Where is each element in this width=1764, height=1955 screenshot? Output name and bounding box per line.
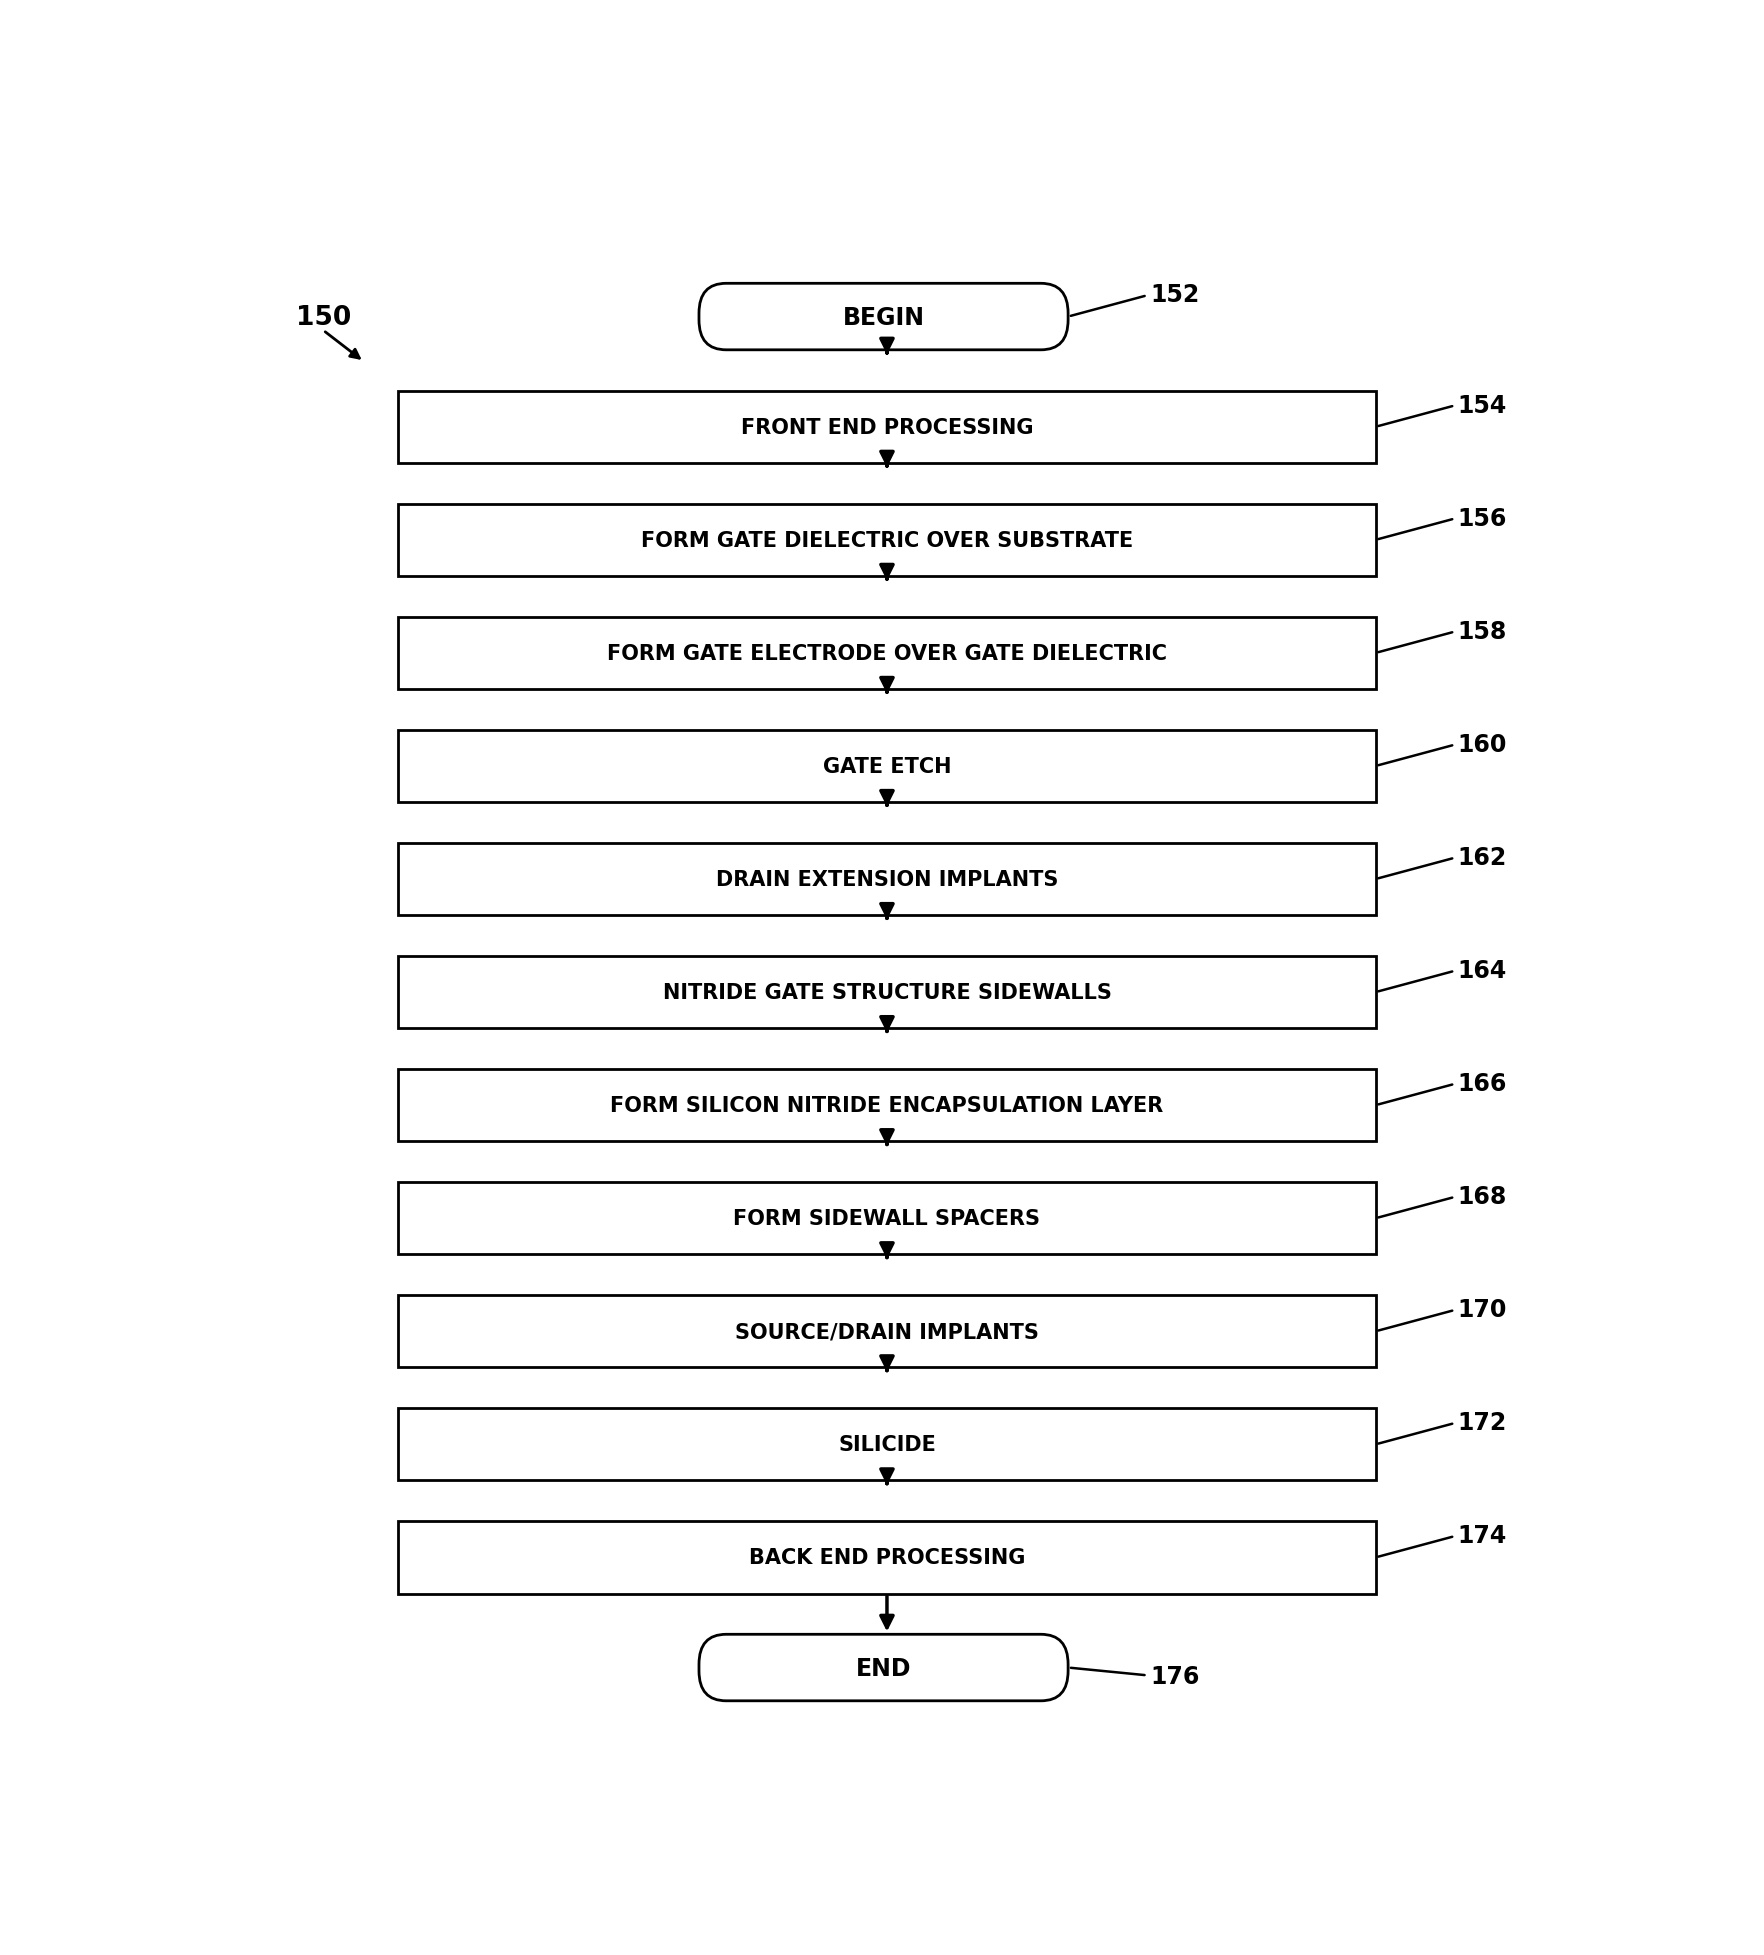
Bar (399, 1069, 1376, 1142)
Text: 156: 156 (1378, 506, 1506, 540)
Text: 172: 172 (1378, 1410, 1506, 1445)
Bar (399, 618, 1376, 690)
Bar (399, 1408, 1376, 1480)
FancyBboxPatch shape (699, 283, 1069, 350)
Text: 176: 176 (1071, 1664, 1200, 1687)
Text: 164: 164 (1378, 958, 1506, 991)
Text: BEGIN: BEGIN (843, 305, 924, 328)
Text: 166: 166 (1378, 1071, 1506, 1105)
Text: 160: 160 (1378, 733, 1506, 766)
Text: 162: 162 (1378, 845, 1506, 880)
Bar (399, 391, 1376, 463)
Bar (399, 1183, 1376, 1255)
Text: FRONT END PROCESSING: FRONT END PROCESSING (741, 418, 1034, 438)
Bar (399, 504, 1376, 577)
Text: END: END (856, 1656, 912, 1679)
Text: 168: 168 (1378, 1185, 1506, 1218)
Bar (399, 956, 1376, 1028)
Text: 174: 174 (1378, 1523, 1506, 1556)
Text: 158: 158 (1378, 620, 1506, 653)
Text: 170: 170 (1378, 1298, 1506, 1331)
Text: GATE ETCH: GATE ETCH (822, 757, 951, 776)
Text: DRAIN EXTENSION IMPLANTS: DRAIN EXTENSION IMPLANTS (716, 870, 1058, 890)
Bar (399, 1296, 1376, 1368)
Text: SOURCE/DRAIN IMPLANTS: SOURCE/DRAIN IMPLANTS (736, 1322, 1039, 1341)
Text: SILICIDE: SILICIDE (838, 1435, 937, 1455)
Bar (399, 731, 1376, 804)
Bar (399, 843, 1376, 915)
Text: BACK END PROCESSING: BACK END PROCESSING (748, 1548, 1025, 1568)
Text: FORM SILICON NITRIDE ENCAPSULATION LAYER: FORM SILICON NITRIDE ENCAPSULATION LAYER (610, 1095, 1164, 1116)
FancyBboxPatch shape (699, 1634, 1069, 1701)
Text: FORM GATE DIELECTRIC OVER SUBSTRATE: FORM GATE DIELECTRIC OVER SUBSTRATE (640, 530, 1132, 551)
Bar (399, 1521, 1376, 1593)
Text: 154: 154 (1378, 393, 1506, 426)
Text: 150: 150 (296, 305, 351, 330)
Text: FORM GATE ELECTRODE OVER GATE DIELECTRIC: FORM GATE ELECTRODE OVER GATE DIELECTRIC (607, 643, 1168, 663)
Text: NITRIDE GATE STRUCTURE SIDEWALLS: NITRIDE GATE STRUCTURE SIDEWALLS (663, 983, 1111, 1003)
Text: 152: 152 (1071, 283, 1200, 317)
Text: FORM SIDEWALL SPACERS: FORM SIDEWALL SPACERS (734, 1208, 1041, 1228)
